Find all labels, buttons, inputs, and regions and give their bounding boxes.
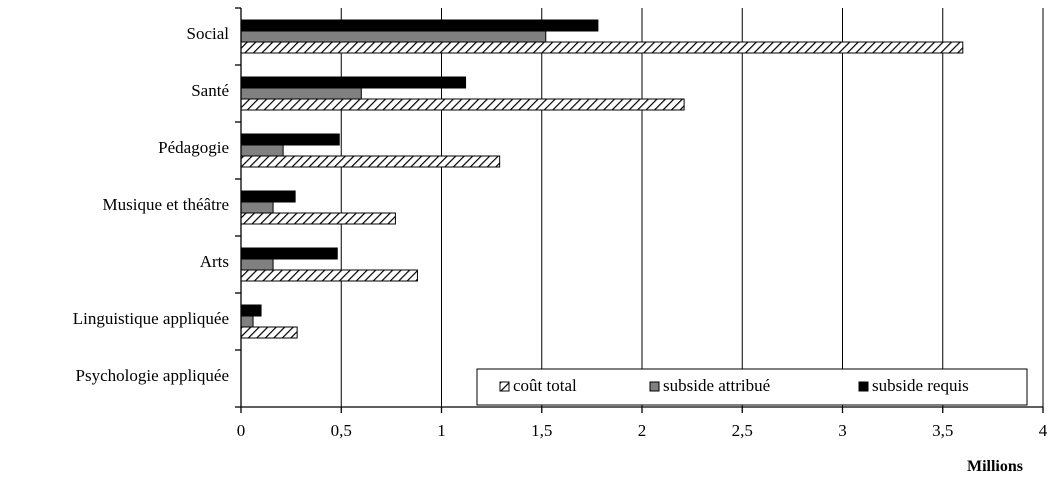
x-tick-label: 0 bbox=[237, 421, 246, 440]
legend-box bbox=[476, 368, 1028, 406]
legend-swatch-subside-attribue bbox=[649, 381, 660, 392]
x-tick-label: 1 bbox=[437, 421, 446, 440]
legend-swatch-cout-total bbox=[499, 381, 510, 392]
x-tick-label: 0,5 bbox=[331, 421, 352, 440]
legend-label-cout-total: coût total bbox=[513, 376, 577, 395]
legend-swatch-subside-requis bbox=[858, 381, 869, 392]
bar-subside-requis-pedagogie bbox=[240, 133, 340, 146]
bar-cout-total-pedagogie bbox=[240, 155, 501, 168]
bar-subside-attribue-musique-et-theatre bbox=[240, 201, 274, 214]
category-label: Psychologie appliquée bbox=[76, 366, 229, 385]
x-tick-label: 2 bbox=[638, 421, 647, 440]
bar-subside-attribue-arts bbox=[240, 258, 274, 271]
x-tick-label: 4 bbox=[1039, 421, 1048, 440]
bar-subside-requis-sante bbox=[240, 76, 467, 89]
bar-subside-attribue-social bbox=[240, 30, 547, 43]
bar-subside-requis-arts bbox=[240, 247, 338, 260]
bars bbox=[240, 19, 964, 339]
category-label: Linguistique appliquée bbox=[73, 309, 229, 328]
category-label: Santé bbox=[191, 81, 229, 100]
bar-cout-total-sante bbox=[240, 98, 685, 111]
x-tick-label: 3 bbox=[838, 421, 847, 440]
category-label: Social bbox=[187, 24, 230, 43]
bar-cout-total-arts bbox=[240, 269, 418, 282]
category-label: Arts bbox=[200, 252, 229, 271]
x-tick-label: 3,5 bbox=[932, 421, 953, 440]
bar-cout-total-linguistique-appliquee bbox=[240, 326, 298, 339]
bar-subside-requis-musique-et-theatre bbox=[240, 190, 296, 203]
category-label: Musique et théâtre bbox=[102, 195, 229, 214]
gridlines bbox=[240, 8, 1044, 413]
x-tick-label: 1,5 bbox=[531, 421, 552, 440]
bar-subside-requis-social bbox=[240, 19, 599, 32]
bar-cout-total-social bbox=[240, 41, 964, 54]
category-label: Pédagogie bbox=[158, 138, 229, 157]
bar-cout-total-musique-et-theatre bbox=[240, 212, 396, 225]
x-unit-label: Millions bbox=[967, 458, 1023, 475]
legend: coût total subside attribué subside requ… bbox=[476, 368, 1028, 406]
x-tick-labels: 0 0,5 1 1,5 2 2,5 3 3,5 4 bbox=[237, 421, 1048, 440]
x-tick-label: 2,5 bbox=[732, 421, 753, 440]
category-labels: Social Santé Pédagogie Musique et théâtre Ar… bbox=[73, 24, 230, 385]
bar-subside-requis-linguistique-appliquee bbox=[240, 304, 262, 317]
bar-subside-attribue-sante bbox=[240, 87, 362, 100]
axes bbox=[235, 7, 1043, 408]
legend-label-subside-requis: subside requis bbox=[872, 376, 969, 395]
bar-subside-attribue-linguistique-appliquee bbox=[240, 315, 254, 328]
legend-label-subside-attribue: subside attribué bbox=[663, 376, 770, 395]
bar-subside-attribue-pedagogie bbox=[240, 144, 284, 157]
